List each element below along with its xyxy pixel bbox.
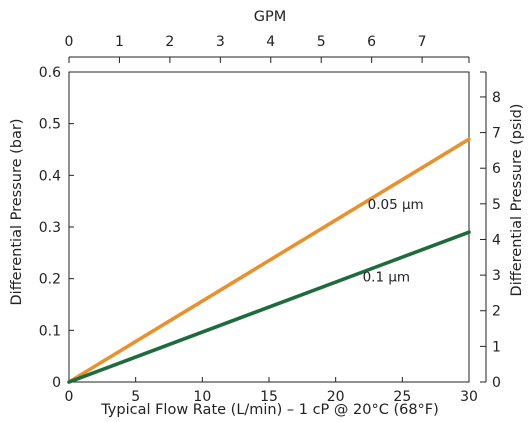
- y-tick-label: 0.4: [39, 168, 61, 184]
- right-axis-title-group: Differential Pressure (psid): [509, 104, 525, 297]
- y-tick-label: 0.5: [39, 117, 61, 133]
- series-label-1: 0.05 µm: [368, 197, 424, 213]
- y-tick-label: 0.6: [39, 65, 61, 81]
- y-tick-label: 0.2: [39, 272, 61, 288]
- x2-axis-title: GPM: [254, 9, 287, 25]
- x2-tick-label: 6: [367, 34, 376, 50]
- series-line-2: [67, 230, 471, 384]
- plot-frame: [68, 71, 470, 383]
- x-tick-label: 15: [260, 389, 278, 405]
- y2-tick-label: 2: [492, 304, 501, 320]
- y-axis-title: Differential Pressure (bar): [9, 119, 25, 306]
- x2-tick-label: 4: [266, 34, 275, 50]
- y-tick-label: 0.3: [39, 220, 61, 236]
- y2-tick-label: 3: [492, 268, 501, 284]
- y2-tick-label: 7: [492, 126, 501, 142]
- x2-tick-label: 1: [115, 34, 124, 50]
- x2-tick-label: 3: [216, 34, 225, 50]
- y2-axis-title: Differential Pressure (psid): [509, 104, 525, 297]
- x2-tick-label: 2: [165, 34, 174, 50]
- y2-tick-label: 4: [492, 232, 501, 248]
- x-axis-title: Typical Flow Rate (L/min) – 1 cP @ 20°C …: [100, 402, 439, 418]
- y2-tick-label: 6: [492, 161, 501, 177]
- series-line-1: [67, 137, 471, 384]
- y-tick-label: 0: [52, 375, 61, 391]
- y2-tick-label: 0: [492, 375, 501, 391]
- top-axis-title: GPM: [254, 9, 287, 25]
- x-tick-label: 0: [65, 389, 74, 405]
- series-label-2: 0.1 µm: [363, 269, 411, 285]
- x-tick-label: 5: [131, 389, 140, 405]
- y2-tick-label: 5: [492, 197, 501, 213]
- x-tick-label: 20: [327, 389, 345, 405]
- x-tick-label: 25: [393, 389, 411, 405]
- x-tick-label: 10: [193, 389, 211, 405]
- y2-tick-label: 1: [492, 339, 501, 355]
- x2-tick-label: 7: [418, 34, 427, 50]
- left-axis-title-group: Differential Pressure (bar): [9, 119, 25, 306]
- x2-tick-label: 0: [65, 34, 74, 50]
- x2-tick-label: 5: [317, 34, 326, 50]
- x-tick-label: 30: [460, 389, 478, 405]
- y2-tick-label: 8: [492, 90, 501, 106]
- y-tick-label: 0.1: [39, 323, 61, 339]
